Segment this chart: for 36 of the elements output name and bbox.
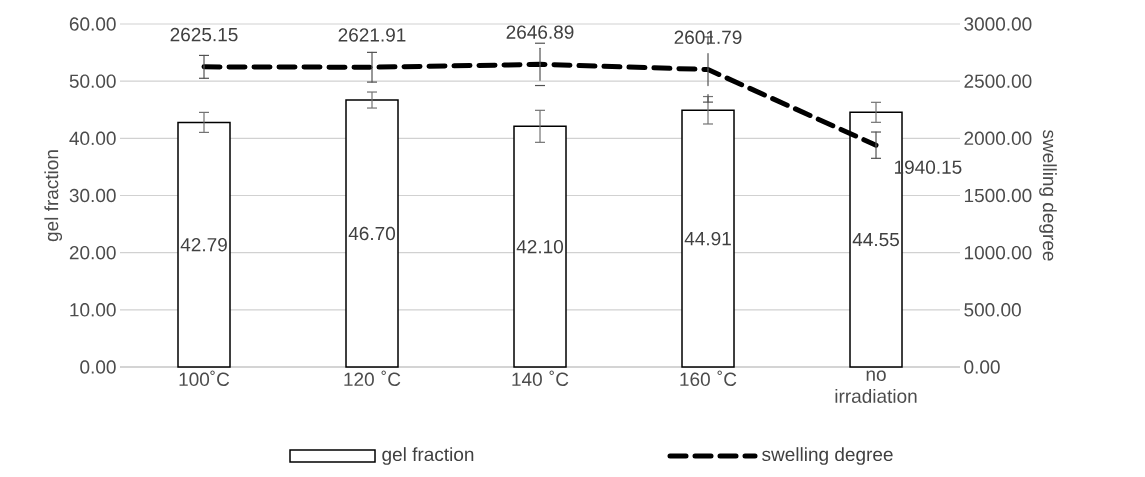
data-label: 2621.91 <box>338 28 406 42</box>
data-label: 42.10 <box>516 239 564 254</box>
x-tick-label: 100˚C <box>179 370 230 387</box>
bar <box>345 99 399 368</box>
bar <box>513 125 567 368</box>
data-label: 2601.79 <box>674 30 742 44</box>
legend-label: gel fraction <box>382 447 474 465</box>
y2-tick-label: 1000.00 <box>964 245 1032 260</box>
y2-tick-label: 0.00 <box>964 360 1000 374</box>
y2-axis-title: swelling degree <box>1039 130 1057 261</box>
y-tick-label: 40.00 <box>69 131 116 146</box>
y2-tick-label: 2500.00 <box>964 74 1032 88</box>
y2-tick-label: 500.00 <box>964 303 1021 317</box>
data-label: 44.55 <box>852 233 899 247</box>
y-tick-label: 50.00 <box>69 74 116 88</box>
y-tick-label: 10.00 <box>70 303 116 317</box>
data-label: 42.79 <box>180 237 227 252</box>
legend-label: swelling degree <box>762 447 893 465</box>
bar <box>177 121 231 368</box>
y-axis-title: gel fraction <box>44 150 63 242</box>
y2-tick-label: 2000.00 <box>964 131 1032 146</box>
data-label: 44.91 <box>684 231 731 246</box>
x-tick-label: 160 ˚C <box>680 370 737 387</box>
x-tick-label: 140 ˚C <box>512 370 569 387</box>
x-tick-label: no irradiation <box>835 370 917 403</box>
x-tick-label: 120 ˚C <box>344 370 401 387</box>
y-tick-label: 0.00 <box>80 360 116 374</box>
data-label: 2646.89 <box>506 25 574 39</box>
y2-tick-label: 1500.00 <box>964 188 1032 203</box>
y-tick-label: 60.00 <box>69 17 116 31</box>
y-tick-label: 30.00 <box>69 188 116 203</box>
y-tick-label: 20.00 <box>69 245 116 260</box>
y2-tick-label: 3000.00 <box>964 17 1032 31</box>
bar <box>681 109 735 368</box>
data-label: 46.70 <box>348 226 396 241</box>
data-label: 2625.15 <box>170 27 238 42</box>
